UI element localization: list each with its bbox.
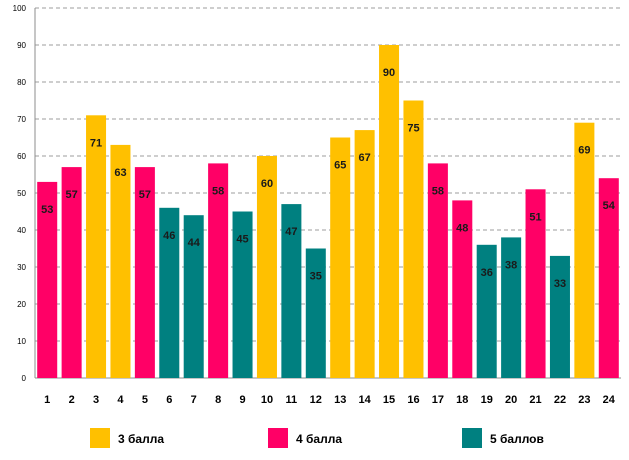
data-label-17: 58 <box>432 185 444 197</box>
data-label-12: 35 <box>310 271 322 283</box>
x-tick-label: 7 <box>191 394 197 406</box>
bar-12 <box>305 248 326 378</box>
bar-24 <box>598 178 619 378</box>
legend-label-3: 5 баллов <box>490 432 544 446</box>
bar-18 <box>452 200 473 378</box>
data-labels: 53 57 71 63 57 46 44 58 45 60 47 35 65 67 90 75 58 48 36 38… <box>41 67 616 290</box>
data-label-16: 75 <box>407 123 419 135</box>
bar-4 <box>110 144 131 378</box>
legend-label-1: 3 балла <box>118 432 164 446</box>
y-tick-label: 30 <box>17 263 26 272</box>
legend-swatch-1 <box>90 428 110 448</box>
data-label-8: 58 <box>212 185 224 197</box>
data-label-19: 36 <box>481 267 493 279</box>
x-tick-label: 22 <box>554 394 566 406</box>
y-tick-label: 10 <box>17 337 26 346</box>
legend-swatch-3 <box>462 428 482 448</box>
x-tick-label: 6 <box>166 394 172 406</box>
x-tick-label: 17 <box>432 394 444 406</box>
y-tick-label: 80 <box>17 78 26 87</box>
x-tick-label: 21 <box>529 394 541 406</box>
bar-5 <box>134 167 155 378</box>
bar-7 <box>183 215 204 378</box>
y-tick-label: 90 <box>17 41 26 50</box>
data-label-6: 46 <box>163 230 175 242</box>
data-label-13: 65 <box>334 160 346 172</box>
data-label-22: 33 <box>554 278 566 290</box>
bar-21 <box>525 189 546 378</box>
x-tick-label: 8 <box>215 394 221 406</box>
x-tick-label: 23 <box>578 394 590 406</box>
data-label-11: 47 <box>285 226 297 238</box>
y-tick-label: 40 <box>17 226 26 235</box>
x-tick-label: 5 <box>142 394 148 406</box>
x-tick-label: 3 <box>93 394 99 406</box>
x-tick-label: 20 <box>505 394 517 406</box>
y-tick-label: 50 <box>17 189 26 198</box>
legend: 3 балла 4 балла 5 баллов <box>90 428 544 448</box>
bar-10 <box>256 156 277 378</box>
x-tick-label: 15 <box>383 394 395 406</box>
x-tick-label: 1 <box>44 394 50 406</box>
legend-label-2: 4 балла <box>296 432 342 446</box>
x-tick-label: 12 <box>310 394 322 406</box>
bar-22 <box>549 255 570 378</box>
bars <box>37 45 619 379</box>
data-label-2: 57 <box>66 189 78 201</box>
data-label-20: 38 <box>505 259 517 271</box>
data-label-3: 71 <box>90 137 102 149</box>
bar-9 <box>232 211 253 378</box>
y-tick-label: 100 <box>13 4 27 13</box>
axes <box>34 8 621 379</box>
data-label-14: 67 <box>359 152 371 164</box>
bar-16 <box>403 100 424 378</box>
bar-2 <box>61 167 82 378</box>
y-tick-label: 70 <box>17 115 26 124</box>
x-tick-label: 19 <box>481 394 493 406</box>
bar-13 <box>330 137 351 378</box>
legend-swatch-2 <box>268 428 288 448</box>
bar-17 <box>427 163 448 378</box>
x-tick-label: 18 <box>456 394 468 406</box>
x-tick-label: 2 <box>69 394 75 406</box>
data-label-21: 51 <box>529 211 541 223</box>
x-tick-label: 11 <box>286 394 298 406</box>
bar-20 <box>501 237 522 378</box>
data-label-9: 45 <box>236 234 248 246</box>
x-tick-label: 14 <box>359 394 372 406</box>
data-label-18: 48 <box>456 222 468 234</box>
data-label-4: 63 <box>114 167 126 179</box>
bar-6 <box>159 207 180 378</box>
y-tick-label: 20 <box>17 300 26 309</box>
bar-19 <box>476 244 497 378</box>
x-tick-label: 24 <box>603 394 616 406</box>
data-label-5: 57 <box>139 189 151 201</box>
data-label-15: 90 <box>383 67 395 79</box>
y-tick-label: 0 <box>22 374 27 383</box>
x-tick-label: 16 <box>407 394 419 406</box>
y-tick-label: 60 <box>17 152 26 161</box>
data-label-23: 69 <box>578 145 590 157</box>
data-label-7: 44 <box>188 237 201 249</box>
bar-14 <box>354 130 375 378</box>
bar-1 <box>37 181 58 378</box>
data-label-10: 60 <box>261 178 273 190</box>
data-label-24: 54 <box>603 200 616 212</box>
bar-15 <box>379 45 400 378</box>
x-tick-label: 13 <box>334 394 346 406</box>
x-tick-label: 10 <box>261 394 273 406</box>
data-label-1: 53 <box>41 204 53 216</box>
bar-8 <box>208 163 229 378</box>
x-tick-label: 4 <box>117 394 124 406</box>
x-tick-label: 9 <box>239 394 245 406</box>
bar-11 <box>281 204 302 378</box>
bar-23 <box>574 122 595 378</box>
bar-3 <box>86 115 107 379</box>
